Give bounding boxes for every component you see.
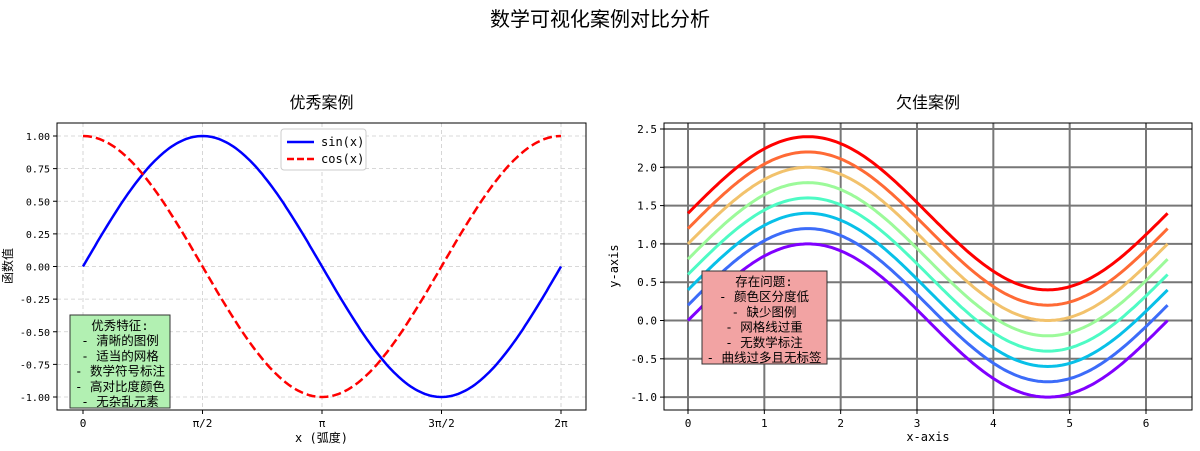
x-tick-label: 6 [1143, 417, 1150, 430]
y-tick-label: 1.0 [637, 238, 657, 251]
y-tick-label: -0.25 [20, 295, 50, 306]
x-tick-label: π [319, 417, 326, 430]
annotation-line: - 高对比度颜色 [75, 379, 166, 394]
figure-title: 数学可视化案例对比分析 [490, 7, 710, 31]
right-chart: 欠佳案例 0 1 2 3 4 5 6 -1.0 -0.5 0.0 0.5 1.0 1.5 2.0 2.5 x-a… [607, 93, 1193, 444]
series-line-4 [686, 181, 1169, 338]
annotation-box: 存在问题:- 颜色区分度低- 缺少图例- 网格线过重- 无数学标注- 曲线过多且… [701, 270, 828, 365]
legend[interactable]: sin(x) cos(x) [280, 128, 367, 171]
left-chart: 优秀案例 0 π/2 π 3π/2 2π -1.00 -0.75 -0.50 -0.25 0.00 0… [0, 93, 587, 445]
x-tick-label: 0 [80, 417, 87, 430]
y-tick-label: 0.75 [26, 165, 50, 176]
annotation-line: - 缺少图例 [731, 304, 796, 319]
y-tick-label: 0.00 [26, 263, 50, 274]
series-line-2 [686, 211, 1169, 369]
series-line-6 [686, 150, 1169, 307]
annotation-line: - 网格线过重 [725, 320, 803, 335]
series-line-sin(x) [81, 134, 563, 399]
y-tick-label: 0.50 [26, 197, 50, 208]
annotation-line: - 曲线过多且无标签 [706, 350, 822, 365]
x-tick-label: 5 [1066, 417, 1073, 430]
x-tick-label: 3 [914, 417, 921, 430]
series-line-cos(x) [82, 134, 562, 399]
series-line-7 [686, 135, 1169, 292]
y-tick-label: 0.0 [637, 315, 657, 328]
annotation-line: 存在问题: [735, 274, 793, 289]
x-tick-label: 2 [837, 417, 844, 430]
x-tick-label: 1 [761, 417, 768, 430]
annotation-line: - 无杂乱元素 [81, 394, 159, 409]
series-line-3 [686, 196, 1169, 353]
y-tick-label: 2.5 [637, 123, 657, 136]
y-tick-label: -0.75 [20, 360, 50, 371]
annotation-background [701, 270, 828, 365]
x-axis-label: x-axis [906, 430, 949, 444]
x-tick-label: 2π [554, 417, 568, 430]
x-tick-label: π/2 [193, 417, 213, 430]
series-line-1 [686, 227, 1169, 384]
legend-label: sin(x) [321, 135, 364, 149]
annotation-line: 优秀特征: [91, 318, 149, 333]
y-axis-label: y-axis [607, 244, 621, 287]
annotation-line: - 无数学标注 [725, 335, 803, 350]
y-tick-label: 1.00 [26, 132, 50, 143]
annotation-box: 优秀特征:- 清晰的图例- 适当的网格- 数学符号标注- 高对比度颜色- 无杂乱… [69, 314, 171, 409]
x-axis-label: x (弧度) [295, 430, 348, 445]
y-tick-label: -0.50 [20, 328, 50, 339]
legend-label: cos(x) [321, 152, 364, 166]
annotation-line: - 数学符号标注 [75, 364, 166, 379]
y-axis-label: 函数值 [0, 248, 15, 284]
y-tick-label: 2.0 [637, 161, 657, 174]
annotation-line: - 清晰的图例 [81, 333, 159, 348]
right-plot-frame [663, 122, 1193, 411]
y-tick-label: -1.00 [20, 393, 50, 404]
annotation-background [69, 314, 171, 409]
y-tick-label: 0.25 [26, 230, 50, 241]
left-chart-title: 优秀案例 [289, 93, 353, 112]
y-tick-label: -0.5 [631, 353, 658, 366]
y-tick-label: 0.5 [637, 276, 657, 289]
annotation-line: - 适当的网格 [81, 348, 159, 363]
y-tick-label: 1.5 [637, 200, 657, 213]
left-plot-frame [56, 122, 587, 411]
series-line-0 [686, 242, 1169, 399]
series-line-5 [686, 165, 1169, 322]
y-tick-label: -1.0 [631, 391, 658, 404]
annotation-line: - 颜色区分度低 [719, 289, 810, 304]
x-tick-label: 4 [990, 417, 997, 430]
x-tick-label: 3π/2 [428, 417, 455, 430]
x-tick-label: 0 [685, 417, 692, 430]
right-chart-title: 欠佳案例 [896, 93, 960, 112]
